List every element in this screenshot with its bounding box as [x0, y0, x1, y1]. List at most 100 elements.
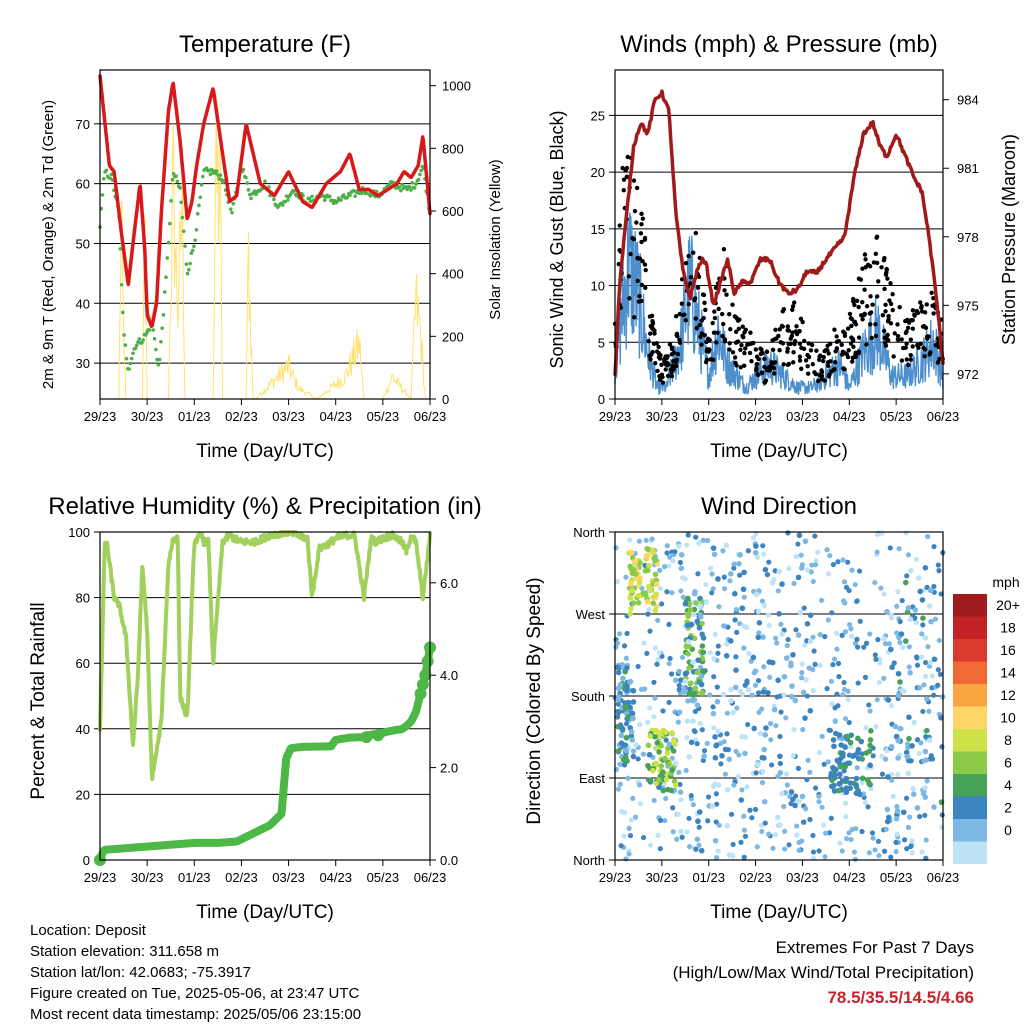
direction-point	[711, 656, 717, 662]
direction-point	[645, 552, 652, 558]
td-point	[393, 186, 398, 190]
colorbar-label-9: 2	[1004, 800, 1012, 816]
direction-point	[632, 558, 639, 564]
direction-point	[900, 644, 906, 650]
direction-point	[616, 631, 623, 637]
td-point	[327, 194, 332, 199]
gust-point	[785, 349, 790, 354]
y-tick-label-3-3: East	[579, 771, 605, 786]
y2-tick-label-0-2: 400	[442, 267, 464, 282]
direction-point	[714, 684, 720, 690]
extremes-title: Extremes For Past 7 Days	[775, 938, 974, 957]
direction-point	[895, 771, 901, 778]
direction-point	[664, 589, 670, 595]
gust-point	[780, 341, 786, 346]
direction-point	[704, 740, 710, 747]
direction-point	[846, 621, 853, 628]
direction-point	[615, 640, 621, 646]
direction-point	[874, 531, 881, 538]
direction-point	[924, 727, 930, 734]
direction-point	[664, 750, 671, 757]
direction-point	[802, 715, 808, 721]
gust-point	[683, 318, 688, 323]
direction-point	[847, 739, 854, 746]
direction-point	[888, 646, 894, 653]
td-point	[345, 195, 350, 199]
direction-point	[686, 843, 693, 850]
direction-point	[728, 638, 734, 644]
direction-point	[734, 629, 740, 635]
gust-point	[719, 311, 725, 317]
direction-point	[699, 643, 706, 649]
direction-point	[645, 567, 651, 574]
td-point	[178, 186, 182, 190]
gust-point	[770, 347, 776, 353]
direction-point	[647, 842, 654, 848]
x-tick-label-1-5: 04/23	[833, 409, 866, 424]
direction-point	[657, 567, 663, 573]
gust-point	[841, 366, 846, 371]
direction-point	[637, 782, 643, 788]
td-point	[190, 248, 195, 253]
direction-point	[668, 787, 674, 794]
direction-point	[812, 661, 818, 667]
direction-point	[874, 697, 880, 703]
direction-point	[870, 835, 876, 841]
gust-point	[674, 357, 679, 363]
direction-point	[670, 558, 676, 564]
direction-point	[654, 740, 661, 746]
direction-point	[782, 828, 788, 834]
direction-point	[730, 841, 736, 848]
recent-text: Most recent data timestamp: 2025/05/06 2…	[30, 1006, 362, 1023]
direction-point	[707, 650, 713, 656]
gust-point	[636, 299, 642, 304]
direction-point	[695, 571, 701, 577]
direction-point	[824, 686, 830, 692]
gust-point	[802, 338, 807, 344]
td-point	[109, 172, 114, 177]
direction-point	[845, 733, 851, 740]
direction-point	[855, 755, 862, 762]
x-tick-label-2-4: 03/23	[272, 870, 305, 885]
direction-point	[883, 826, 889, 832]
direction-point	[929, 673, 935, 679]
direction-point	[751, 725, 757, 732]
direction-point	[767, 720, 774, 727]
direction-point	[816, 848, 822, 854]
gust-point	[925, 336, 930, 341]
direction-point	[895, 755, 901, 761]
direction-point	[692, 589, 698, 595]
direction-point	[710, 704, 716, 710]
direction-point	[764, 572, 771, 578]
gust-point	[888, 281, 893, 286]
gust-point	[623, 168, 628, 173]
direction-point	[875, 838, 882, 844]
direction-point	[742, 833, 749, 839]
direction-point	[714, 801, 720, 807]
td-point	[100, 193, 105, 197]
direction-point	[894, 630, 900, 636]
x-tick-label-2-5: 04/23	[319, 870, 352, 885]
direction-point	[709, 803, 716, 809]
direction-point	[652, 607, 659, 614]
gust-point	[655, 368, 660, 374]
gust-point	[897, 304, 902, 310]
gust-point	[648, 357, 653, 362]
direction-point	[910, 791, 917, 798]
direction-point	[694, 702, 701, 708]
direction-point	[845, 696, 851, 703]
direction-point	[817, 632, 823, 638]
gust-point	[733, 360, 738, 366]
td-point	[104, 168, 109, 173]
direction-point	[727, 571, 734, 577]
gust-point	[631, 237, 637, 242]
direction-point	[618, 843, 624, 849]
gust-point	[646, 338, 651, 344]
direction-point	[861, 644, 867, 650]
direction-point	[651, 714, 657, 720]
direction-point	[694, 741, 700, 747]
direction-point	[646, 607, 652, 613]
td-point	[322, 198, 327, 203]
direction-point	[643, 537, 649, 543]
direction-point	[923, 837, 929, 843]
